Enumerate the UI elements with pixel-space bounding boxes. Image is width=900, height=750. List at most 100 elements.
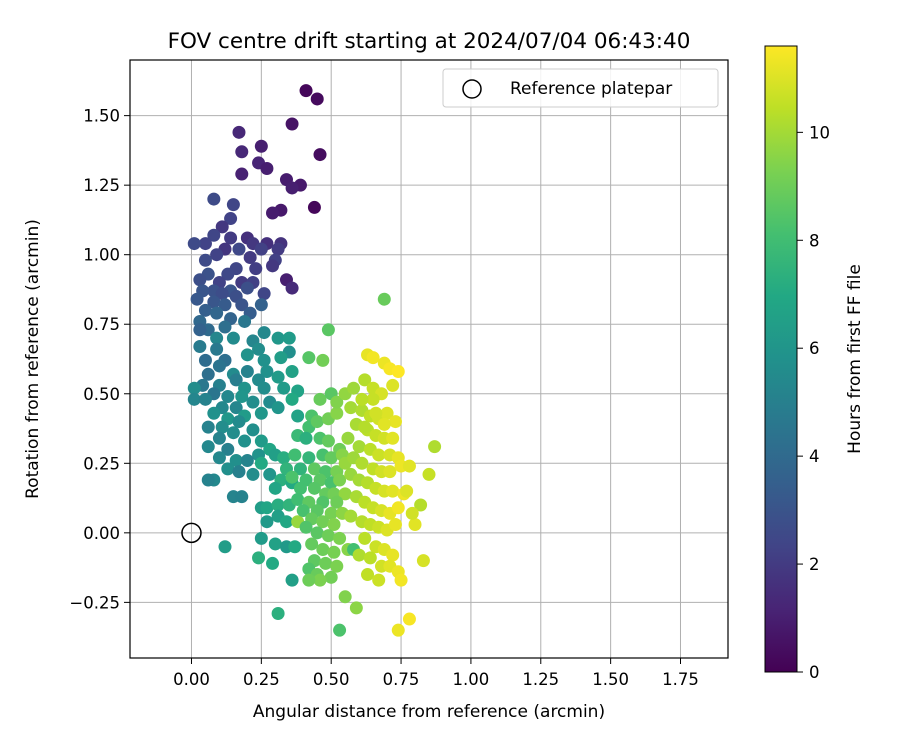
data-point: [254, 242, 268, 256]
data-point: [327, 545, 341, 559]
data-point: [207, 406, 221, 420]
data-point: [198, 392, 212, 406]
data-point: [229, 401, 243, 415]
data-point: [215, 420, 229, 434]
data-point: [257, 287, 271, 301]
data-point: [215, 287, 229, 301]
data-point: [293, 462, 307, 476]
data-point: [232, 242, 246, 256]
data-point: [249, 262, 263, 276]
data-point: [238, 314, 252, 328]
colorbar-gradient: [764, 45, 798, 673]
data-point: [358, 420, 372, 434]
data-point: [257, 353, 271, 367]
data-point: [224, 231, 238, 245]
data-point: [330, 406, 344, 420]
x-tick-label: 0.50: [313, 670, 350, 689]
data-point: [288, 540, 302, 554]
data-point: [296, 504, 310, 518]
data-point: [316, 515, 330, 529]
data-point: [285, 281, 299, 295]
y-tick-label: 0.50: [83, 385, 120, 404]
data-point: [215, 220, 229, 234]
data-point: [212, 431, 226, 445]
data-point: [207, 192, 221, 206]
x-tick-label: 0.25: [243, 670, 280, 689]
data-point: [221, 390, 235, 404]
x-tick-label: 1.50: [592, 670, 629, 689]
data-point: [383, 465, 397, 479]
data-points: [181, 84, 442, 637]
data-point: [333, 473, 347, 487]
data-point: [210, 306, 224, 320]
data-point: [405, 506, 419, 520]
data-point: [414, 498, 428, 512]
y-axis-ticks: −0.25 0.00 0.25 0.50 0.75 1.00 1.25 1.50: [69, 107, 130, 612]
data-point: [408, 517, 422, 531]
data-point: [302, 451, 316, 465]
data-point: [285, 573, 299, 587]
data-point: [366, 392, 380, 406]
data-point: [361, 568, 375, 582]
data-point: [380, 406, 394, 420]
data-point: [299, 431, 313, 445]
data-point: [218, 298, 232, 312]
data-point: [235, 298, 249, 312]
data-point: [218, 540, 232, 554]
data-point: [232, 125, 246, 139]
data-point: [327, 517, 341, 531]
data-point: [210, 342, 224, 356]
data-point: [263, 467, 277, 481]
plot-frame: [129, 59, 729, 659]
data-point: [428, 440, 442, 454]
data-point: [271, 498, 285, 512]
data-point: [271, 331, 285, 345]
data-point: [193, 323, 207, 337]
data-point: [232, 415, 246, 429]
data-point: [319, 556, 333, 570]
y-tick-label: 1.25: [83, 176, 120, 195]
data-point: [288, 448, 302, 462]
data-point: [402, 459, 416, 473]
legend: Reference platepar: [442, 68, 719, 108]
data-point: [291, 492, 305, 506]
data-point: [344, 401, 358, 415]
data-point: [240, 281, 254, 295]
data-point: [218, 320, 232, 334]
data-point: [257, 381, 271, 395]
data-point: [400, 484, 414, 498]
data-point: [285, 181, 299, 195]
data-point: [391, 365, 405, 379]
data-point: [285, 392, 299, 406]
data-point: [386, 484, 400, 498]
colorbar-ticks: 0 2 4 6 8 10: [797, 123, 830, 682]
data-point: [271, 370, 285, 384]
data-point: [260, 161, 274, 175]
data-point: [310, 92, 324, 106]
data-point: [252, 551, 266, 565]
data-point: [391, 623, 405, 637]
data-point: [198, 353, 212, 367]
data-point: [422, 467, 436, 481]
data-point: [243, 250, 257, 264]
data-point: [291, 409, 305, 423]
data-point: [324, 451, 338, 465]
data-point: [355, 392, 369, 406]
data-point: [221, 462, 235, 476]
data-point: [321, 434, 335, 448]
data-point: [201, 420, 215, 434]
data-point: [187, 392, 201, 406]
y-tick-label: 1.50: [83, 107, 120, 126]
data-point: [299, 84, 313, 98]
data-point: [235, 167, 249, 181]
data-point: [372, 448, 386, 462]
data-point: [358, 373, 372, 387]
data-point: [402, 612, 416, 626]
data-point: [235, 145, 249, 159]
data-point: [307, 200, 321, 214]
data-point: [321, 323, 335, 337]
data-point: [369, 406, 383, 420]
data-point: [274, 351, 288, 365]
colorbar-label: Hours from first FF file: [845, 264, 865, 454]
